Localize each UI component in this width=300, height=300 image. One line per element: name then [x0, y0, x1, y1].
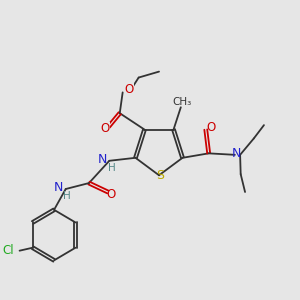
Text: O: O: [206, 121, 216, 134]
Text: O: O: [106, 188, 116, 201]
Text: N: N: [54, 181, 63, 194]
Text: O: O: [124, 83, 134, 96]
Text: N: N: [232, 147, 241, 161]
Text: O: O: [100, 122, 110, 136]
Text: CH₃: CH₃: [172, 97, 192, 107]
Text: S: S: [157, 169, 164, 182]
Text: H: H: [108, 163, 116, 173]
Text: Cl: Cl: [3, 244, 14, 257]
Text: N: N: [98, 153, 107, 166]
Text: H: H: [63, 191, 70, 201]
